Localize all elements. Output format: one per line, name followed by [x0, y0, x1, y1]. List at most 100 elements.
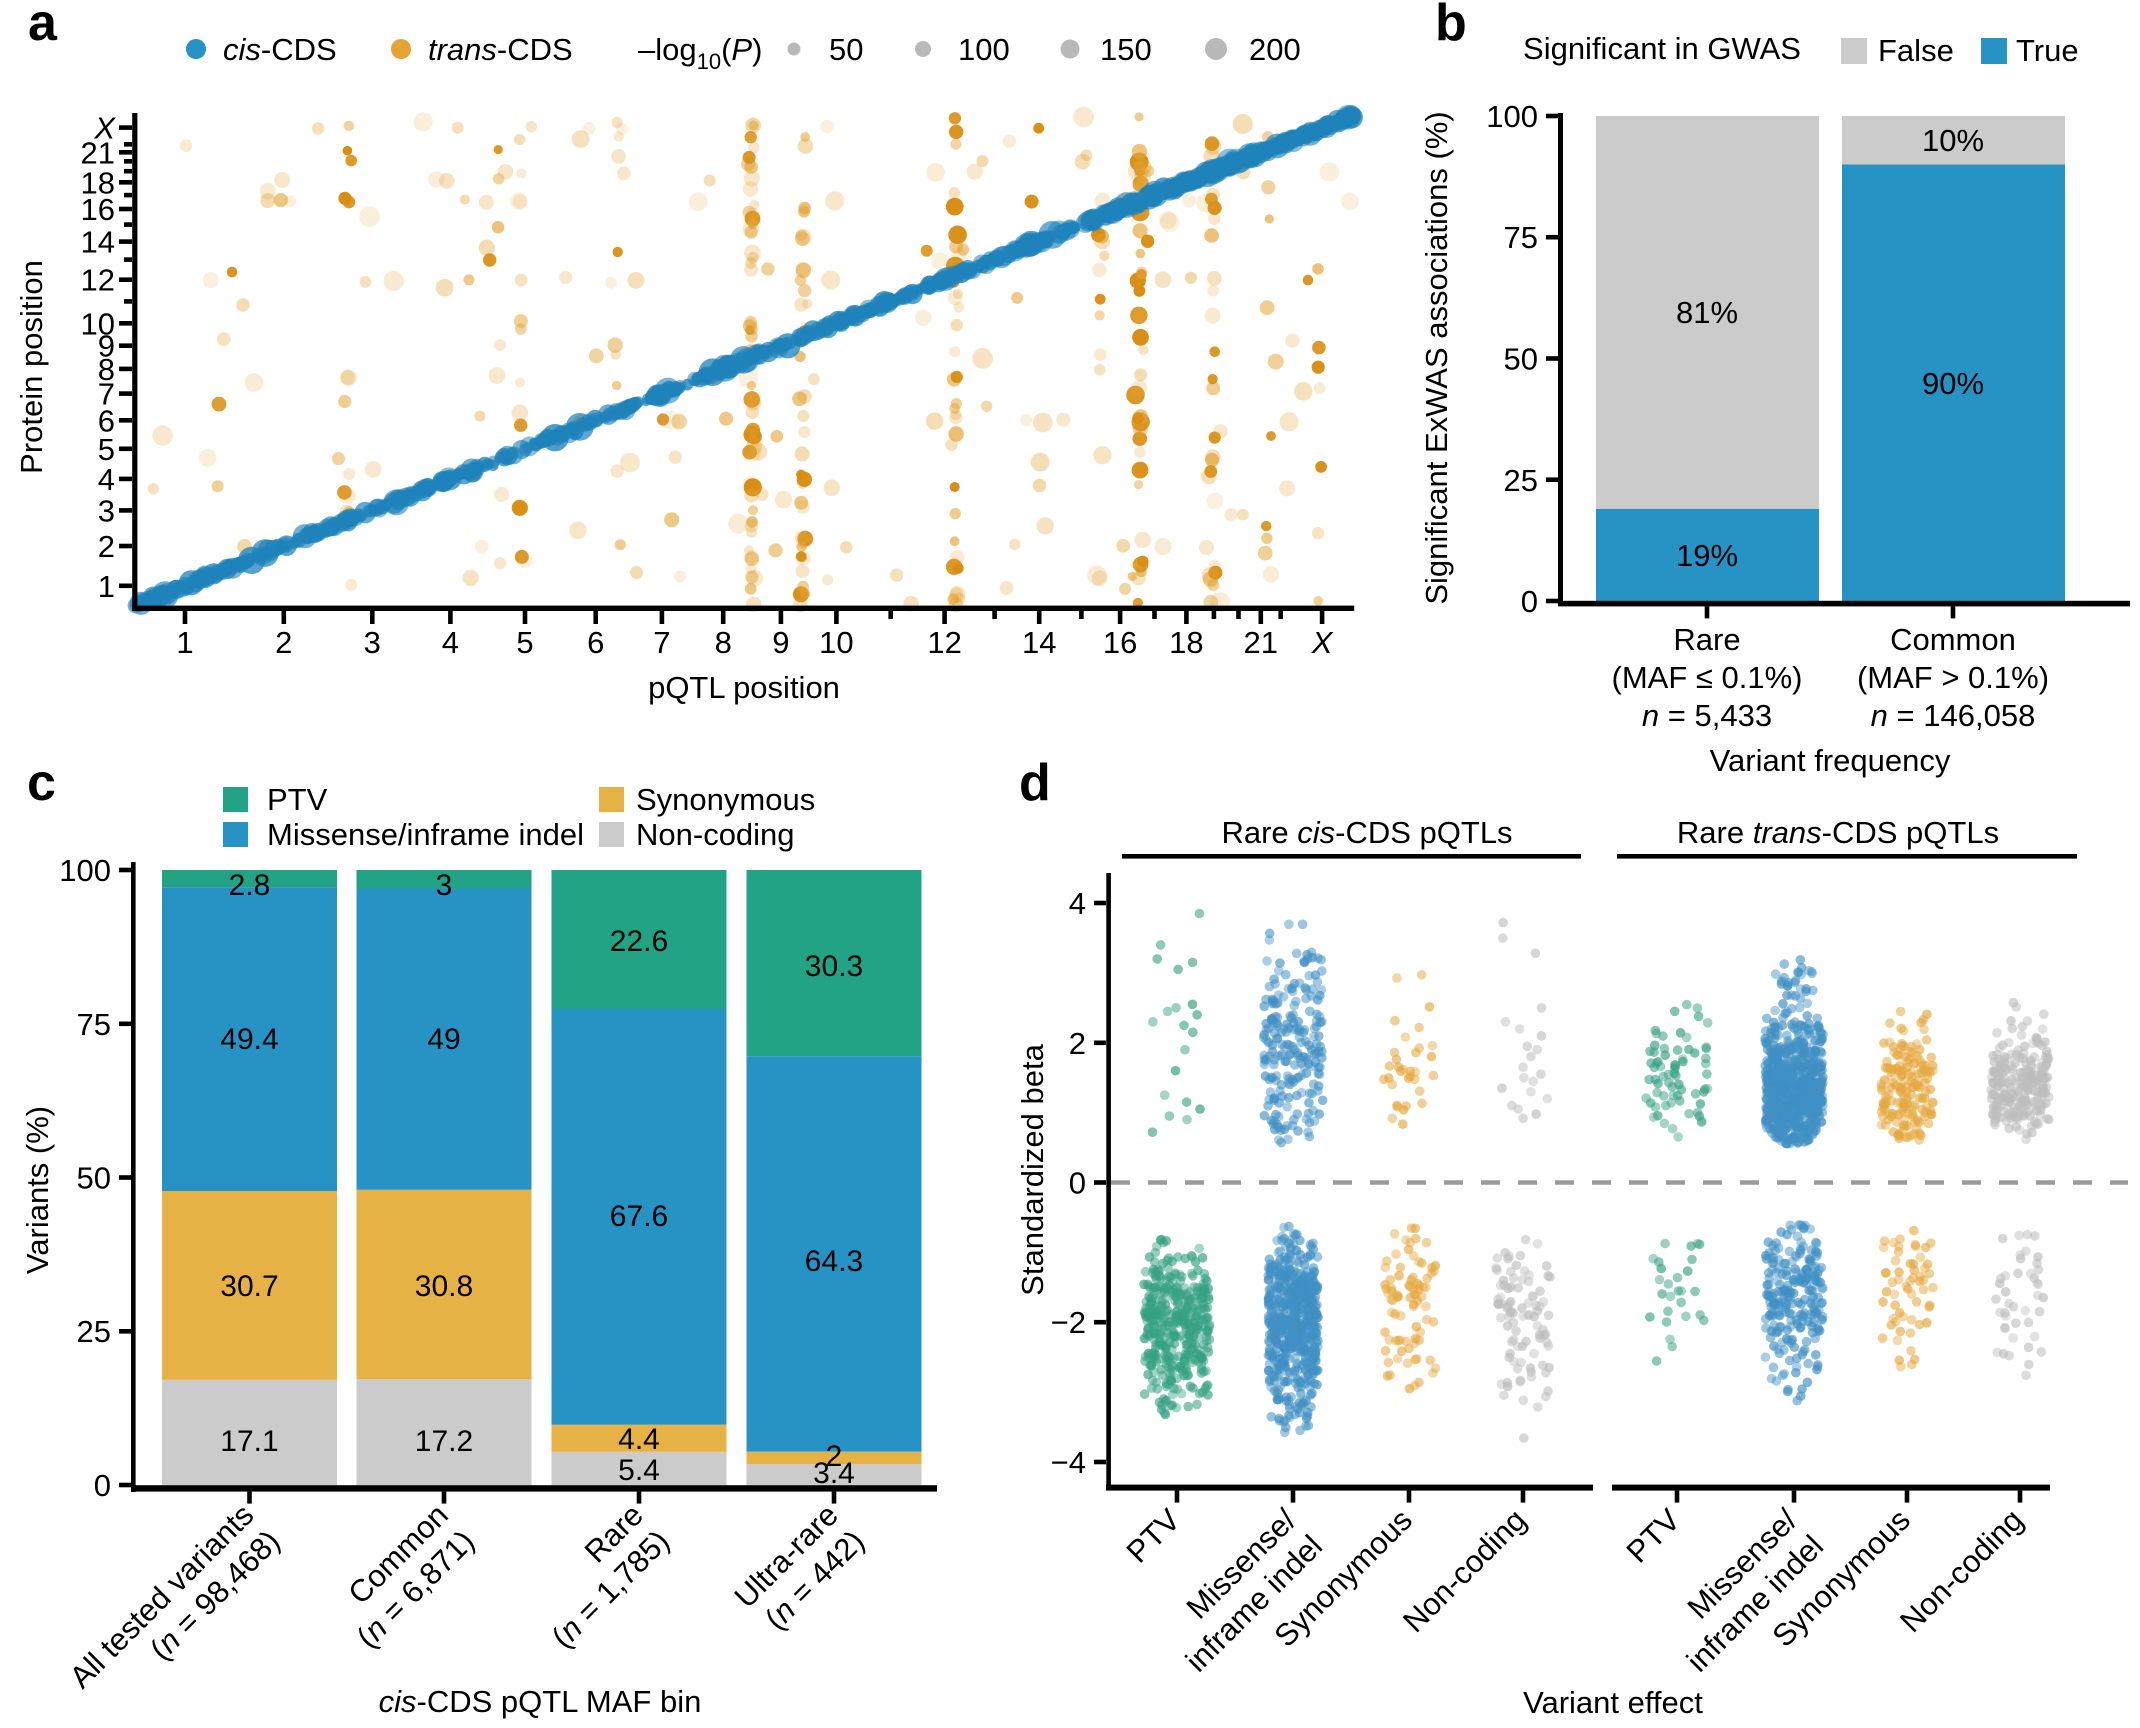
svg-text:2.8: 2.8	[229, 869, 271, 902]
svg-text:25: 25	[1504, 463, 1538, 498]
svg-text:Significant ExWAS associations: Significant ExWAS associations (%)	[1419, 111, 1454, 604]
svg-text:100: 100	[958, 32, 1010, 67]
svg-text:22.6: 22.6	[610, 925, 668, 958]
svg-text:7: 7	[98, 377, 115, 412]
svg-text:21: 21	[81, 135, 115, 170]
svg-text:9: 9	[772, 625, 789, 660]
svg-text:cis-CDS pQTL MAF bin: cis-CDS pQTL MAF bin	[379, 1684, 702, 1719]
svg-text:5: 5	[516, 625, 533, 660]
svg-text:Standardized beta: Standardized beta	[1015, 1043, 1050, 1295]
svg-text:6: 6	[98, 403, 115, 438]
svg-text:X: X	[93, 111, 116, 146]
svg-text:50: 50	[829, 32, 863, 67]
svg-text:10: 10	[81, 306, 115, 341]
svg-text:2: 2	[826, 1440, 843, 1473]
svg-text:30.7: 30.7	[220, 1270, 278, 1303]
svg-text:17.1: 17.1	[220, 1425, 278, 1458]
svg-text:67.6: 67.6	[610, 1200, 668, 1233]
svg-text:75: 75	[1504, 220, 1538, 255]
svg-text:Variant effect: Variant effect	[1523, 1685, 1703, 1720]
svg-text:4.4: 4.4	[618, 1423, 660, 1456]
svg-text:Variant frequency: Variant frequency	[1710, 743, 1951, 778]
svg-text:Protein position: Protein position	[14, 260, 49, 474]
svg-text:4: 4	[1069, 886, 1086, 921]
svg-text:Variants (%): Variants (%)	[20, 1106, 55, 1274]
svg-text:0: 0	[1069, 1166, 1086, 1201]
svg-text:Rare trans-CDS pQTLs: Rare trans-CDS pQTLs	[1677, 815, 1999, 850]
svg-text:(MAF ≤ 0.1%): (MAF ≤ 0.1%)	[1612, 660, 1803, 695]
svg-text:b: b	[1435, 0, 1467, 52]
svg-text:Non-coding: Non-coding	[636, 817, 795, 852]
svg-text:n = 146,058: n = 146,058	[1871, 698, 2036, 733]
svg-text:cis-CDS: cis-CDS	[223, 32, 337, 67]
svg-text:−4: −4	[1051, 1445, 1086, 1480]
svg-text:3: 3	[364, 625, 381, 660]
svg-text:PTV: PTV	[267, 782, 328, 817]
svg-text:Rare cis-CDS pQTLs: Rare cis-CDS pQTLs	[1221, 815, 1512, 850]
svg-text:5: 5	[98, 432, 115, 467]
svg-text:0: 0	[1521, 584, 1538, 619]
svg-text:19%: 19%	[1676, 538, 1738, 573]
svg-text:49.4: 49.4	[220, 1023, 278, 1056]
svg-text:81%: 81%	[1676, 295, 1738, 330]
svg-text:2: 2	[98, 529, 115, 564]
svg-text:3.4: 3.4	[813, 1457, 855, 1490]
svg-text:Common: Common	[1890, 622, 2016, 657]
svg-text:pQTL position: pQTL position	[648, 670, 840, 705]
svg-text:1: 1	[176, 625, 193, 660]
svg-text:True: True	[2016, 33, 2079, 68]
svg-text:14: 14	[81, 225, 115, 260]
svg-text:0: 0	[94, 1468, 111, 1503]
svg-text:9: 9	[98, 329, 115, 364]
svg-text:50: 50	[1504, 342, 1538, 377]
svg-text:21: 21	[1244, 625, 1278, 660]
svg-text:12: 12	[927, 625, 961, 660]
svg-text:False: False	[1878, 33, 1954, 68]
svg-text:90%: 90%	[1922, 366, 1984, 401]
svg-text:6: 6	[587, 625, 604, 660]
svg-text:64.3: 64.3	[805, 1245, 863, 1278]
svg-text:10%: 10%	[1922, 123, 1984, 158]
svg-text:4: 4	[98, 462, 115, 497]
svg-text:50: 50	[77, 1161, 111, 1196]
svg-text:3: 3	[98, 493, 115, 528]
svg-text:3: 3	[436, 869, 453, 902]
svg-text:5.4: 5.4	[618, 1454, 660, 1487]
svg-text:X: X	[1311, 625, 1334, 660]
svg-text:100: 100	[1486, 99, 1538, 134]
svg-text:200: 200	[1249, 32, 1301, 67]
svg-text:1: 1	[98, 569, 115, 604]
svg-text:Synonymous: Synonymous	[636, 782, 815, 817]
svg-text:Missense/inframe indel: Missense/inframe indel	[267, 817, 584, 852]
svg-text:49: 49	[427, 1023, 460, 1056]
svg-text:8: 8	[715, 625, 732, 660]
svg-text:30.3: 30.3	[805, 950, 863, 983]
svg-text:150: 150	[1100, 32, 1152, 67]
svg-text:a: a	[28, 0, 58, 52]
svg-text:75: 75	[77, 1007, 111, 1042]
svg-text:(MAF > 0.1%): (MAF > 0.1%)	[1857, 660, 2049, 695]
svg-text:trans-CDS: trans-CDS	[428, 32, 573, 67]
svg-text:30.8: 30.8	[415, 1270, 473, 1303]
svg-text:c: c	[27, 754, 56, 812]
svg-text:18: 18	[1169, 625, 1203, 660]
svg-text:d: d	[1019, 754, 1051, 812]
svg-text:Rare: Rare	[1673, 622, 1740, 657]
svg-text:25: 25	[77, 1314, 111, 1349]
svg-text:Significant in GWAS: Significant in GWAS	[1523, 31, 1801, 66]
svg-text:17.2: 17.2	[415, 1425, 473, 1458]
svg-text:10: 10	[819, 625, 853, 660]
svg-text:2: 2	[1069, 1026, 1086, 1061]
svg-text:18: 18	[81, 165, 115, 200]
svg-text:2: 2	[275, 625, 292, 660]
svg-text:8: 8	[98, 352, 115, 387]
svg-text:7: 7	[653, 625, 670, 660]
svg-text:4: 4	[442, 625, 459, 660]
svg-text:n = 5,433: n = 5,433	[1642, 698, 1772, 733]
svg-text:14: 14	[1022, 625, 1056, 660]
svg-text:12: 12	[81, 263, 115, 298]
svg-text:−2: −2	[1051, 1305, 1086, 1340]
svg-text:16: 16	[1103, 625, 1137, 660]
svg-text:16: 16	[81, 192, 115, 227]
svg-text:100: 100	[59, 853, 111, 888]
